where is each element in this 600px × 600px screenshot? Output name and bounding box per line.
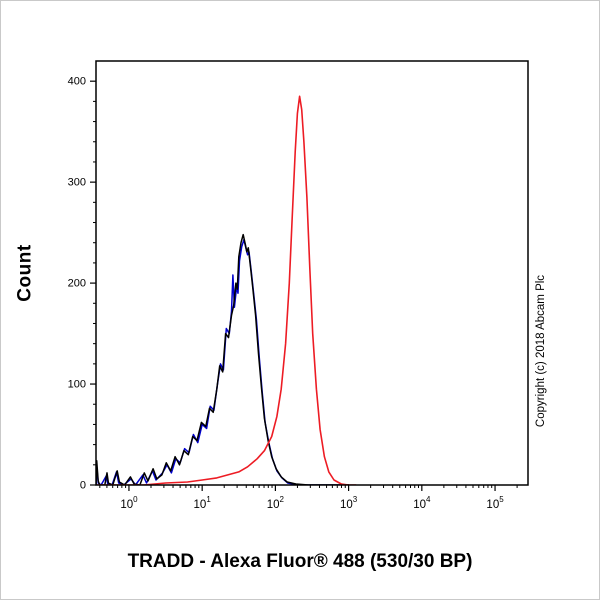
series-group xyxy=(96,95,357,485)
chart-title: TRADD - Alexa Fluor® 488 (530/30 BP) xyxy=(127,551,473,572)
y-tick-label: 100 xyxy=(68,379,86,391)
copyright-note: Copyright (c) 2018 Abcam Plc xyxy=(535,274,547,428)
x-tick-label: 105 xyxy=(486,495,504,511)
y-tick-label: 400 xyxy=(68,76,86,88)
x-tick-label: 101 xyxy=(194,495,212,511)
y-tick-label: 300 xyxy=(68,177,86,189)
axes: 0 100 200 300 400 100 101 102 103 104 105 xyxy=(68,76,518,511)
plot-frame xyxy=(95,60,529,486)
y-tick-label: 0 xyxy=(80,480,86,492)
x-tick-label: 102 xyxy=(267,495,285,511)
y-axis-label: Count xyxy=(15,244,36,302)
x-tick-label: 103 xyxy=(340,495,358,511)
copyright-note-container: Copyright (c) 2018 Abcam Plc xyxy=(530,151,552,551)
series-red-curve xyxy=(96,95,357,485)
x-tick-label: 100 xyxy=(120,495,138,511)
y-axis-label-container: Count xyxy=(11,61,41,485)
x-tick-label: 104 xyxy=(413,495,431,511)
y-tick-label: 200 xyxy=(68,278,86,290)
